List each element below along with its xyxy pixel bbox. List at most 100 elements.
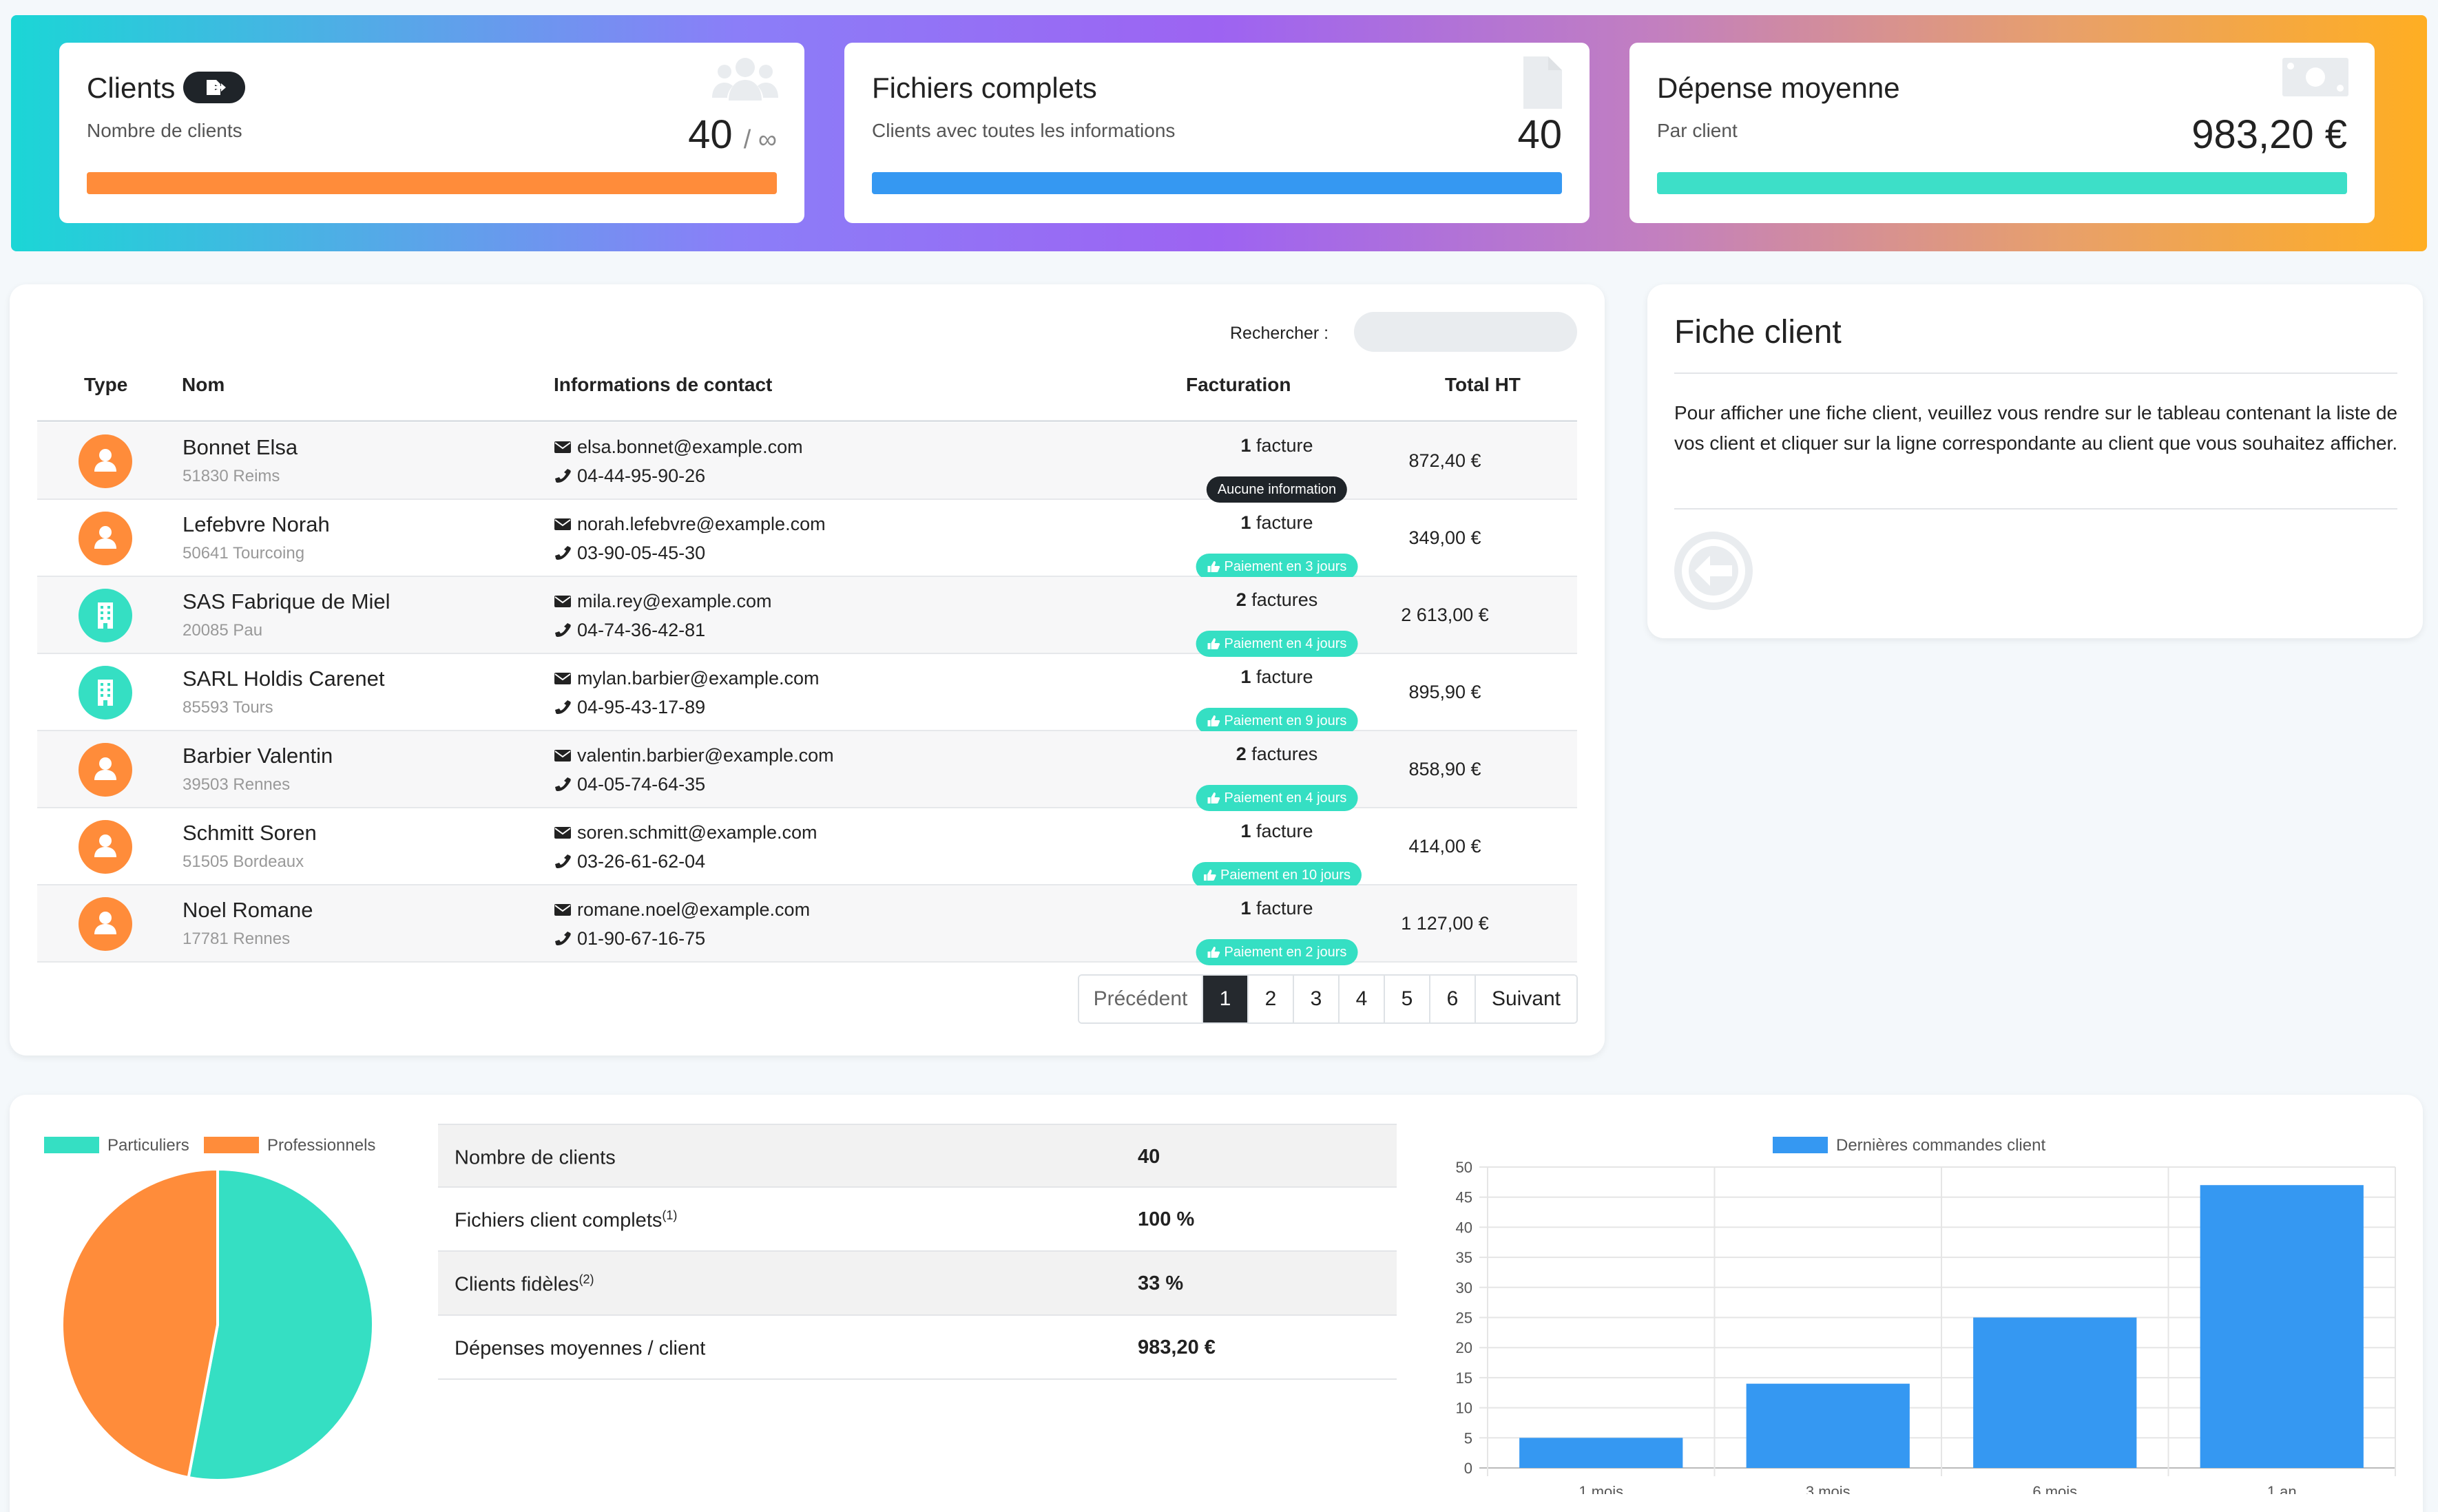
table-row[interactable]: Lefebvre Norah 50641 Tourcoing norah.lefeb…	[37, 500, 1577, 580]
billing-badge: Paiement en 10 jours	[1191, 862, 1362, 888]
client-phone: 01-90-67-16-75	[554, 928, 705, 949]
user-icon	[79, 897, 132, 951]
billing-badge: Paiement en 9 jours	[1196, 708, 1358, 734]
total-ht: 2 613,00 €	[1401, 605, 1489, 625]
stat-label: Nombre de clients	[455, 1146, 616, 1169]
phone-icon	[555, 700, 571, 714]
client-email: elsa.bonnet@example.com	[554, 437, 803, 458]
y-tick-label: 15	[1456, 1369, 1472, 1387]
total-ht: 895,90 €	[1408, 682, 1481, 702]
pagination-page-5[interactable]: 5	[1385, 976, 1430, 1022]
y-tick-label: 25	[1456, 1310, 1472, 1327]
stat-label: Clients fidèles(2)	[455, 1272, 594, 1296]
client-name: Barbier Valentin	[183, 744, 333, 768]
phone-icon	[555, 777, 571, 791]
stat-row: Dépenses moyennes / client 983,20 €	[438, 1316, 1397, 1380]
pagination-page-3[interactable]: 3	[1294, 976, 1340, 1022]
search-input[interactable]	[1354, 312, 1577, 352]
table-row[interactable]: Schmitt Soren 51505 Bordeaux soren.schmitt…	[37, 808, 1577, 888]
client-phone: 04-95-43-17-89	[554, 697, 705, 718]
client-name: Noel Romane	[183, 898, 313, 922]
client-sheet-title: Fiche client	[1674, 314, 1842, 350]
table-row[interactable]: Noel Romane 17781 Rennes romane.noel@examp…	[37, 885, 1577, 965]
billing-cell: 1 facture Paiement en 10 jours	[1084, 821, 1470, 888]
pagination-page-1[interactable]: 1	[1203, 976, 1249, 1022]
client-name: SARL Holdis Carenet	[183, 666, 385, 691]
pie-slice-particuliers[interactable]	[187, 1167, 375, 1482]
phone-icon	[555, 854, 571, 868]
table-row[interactable]: Barbier Valentin 39503 Rennes valentin.bar…	[37, 731, 1577, 811]
table-row[interactable]: SARL Holdis Carenet 85593 Tours mylan.barb…	[37, 654, 1577, 734]
legend-last-orders[interactable]: Dernières commandes client	[1773, 1136, 2045, 1155]
billing-cell: 1 facture Paiement en 2 jours	[1084, 898, 1470, 965]
envelope-icon	[554, 750, 571, 762]
client-city: 39503 Rennes	[183, 775, 291, 794]
billing-badge: Paiement en 4 jours	[1196, 631, 1358, 657]
billing-cell: 1 facture Aucune information	[1084, 435, 1470, 503]
user-icon	[79, 512, 132, 565]
envelope-icon	[554, 673, 571, 684]
phone-icon	[555, 932, 571, 945]
client-email: mila.rey@example.com	[554, 591, 772, 612]
pagination-prev-button[interactable]: Précédent	[1079, 976, 1203, 1022]
total-ht: 872,40 €	[1408, 450, 1481, 471]
y-tick-label: 50	[1456, 1159, 1472, 1176]
legend-professionnels[interactable]: Professionnels	[204, 1136, 375, 1155]
pagination-page-6[interactable]: 6	[1430, 976, 1476, 1022]
bar-1-mois[interactable]	[1519, 1438, 1683, 1468]
billing-cell: 2 factures Paiement en 4 jours	[1084, 589, 1470, 657]
y-tick-label: 20	[1456, 1339, 1472, 1356]
file-icon	[1521, 55, 1565, 114]
card-subtitle: Nombre de clients	[87, 120, 242, 141]
col-header-total[interactable]: Total HT	[1445, 374, 1521, 395]
y-tick-label: 0	[1464, 1460, 1472, 1477]
client-phone: 04-44-95-90-26	[554, 465, 705, 487]
pagination-page-4[interactable]: 4	[1340, 976, 1385, 1022]
pagination-next-button[interactable]: Suivant	[1476, 976, 1576, 1022]
col-header-type[interactable]: Type	[84, 374, 128, 395]
x-tick-label: 1 an	[2267, 1483, 2297, 1494]
col-header-billing[interactable]: Facturation	[1186, 374, 1291, 395]
envelope-icon	[554, 827, 571, 839]
export-icon[interactable]	[183, 71, 246, 103]
y-tick-label: 30	[1456, 1279, 1472, 1296]
stat-value: 40	[1138, 1146, 1160, 1168]
phone-icon	[555, 546, 571, 560]
stat-value: 983,20 €	[1138, 1336, 1216, 1358]
avg-spend-card: Dépense moyenne Par client 983,20 €	[1629, 43, 2375, 223]
arrow-left-icon	[1682, 539, 1745, 602]
client-email: norah.lefebvre@example.com	[554, 514, 826, 535]
col-header-contact[interactable]: Informations de contact	[554, 374, 773, 395]
bar-3-mois[interactable]	[1746, 1383, 1910, 1468]
table-row[interactable]: SAS Fabrique de Miel 20085 Pau mila.rey@ex…	[37, 577, 1577, 657]
search-label: Rechercher :	[1230, 324, 1329, 343]
billing-badge: Aucune information	[1206, 476, 1348, 503]
x-tick-label: 1 mois	[1579, 1483, 1623, 1494]
table-row[interactable]: Bonnet Elsa 51830 Reims elsa.bonnet@exampl…	[37, 423, 1577, 503]
divider	[1674, 508, 2397, 510]
envelope-icon	[554, 518, 571, 530]
y-tick-label: 10	[1456, 1400, 1472, 1417]
client-city: 20085 Pau	[183, 621, 263, 640]
client-email: romane.noel@example.com	[554, 899, 810, 921]
pagination-page-2[interactable]: 2	[1249, 976, 1294, 1022]
total-ht: 349,00 €	[1408, 527, 1481, 548]
card-value: 40 / ∞	[688, 112, 777, 157]
legend-particuliers[interactable]: Particuliers	[44, 1136, 189, 1155]
users-icon	[711, 55, 780, 108]
bar-1-an[interactable]	[2200, 1185, 2364, 1468]
stat-value: 100 %	[1138, 1208, 1195, 1230]
y-tick-label: 40	[1456, 1219, 1472, 1236]
pie-slice-professionnels[interactable]	[61, 1167, 219, 1480]
files-card: Fichiers complets Clients avec toutes le…	[844, 43, 1590, 223]
client-email: soren.schmitt@example.com	[554, 822, 817, 843]
envelope-icon	[554, 596, 571, 607]
phone-icon	[555, 623, 571, 637]
y-tick-label: 35	[1456, 1249, 1472, 1266]
billing-cell: 2 factures Paiement en 4 jours	[1084, 744, 1470, 811]
back-button[interactable]	[1674, 532, 1753, 610]
user-icon	[79, 820, 132, 874]
divider	[1674, 372, 2397, 374]
bar-6-mois[interactable]	[1973, 1317, 2137, 1469]
col-header-name[interactable]: Nom	[182, 374, 225, 395]
